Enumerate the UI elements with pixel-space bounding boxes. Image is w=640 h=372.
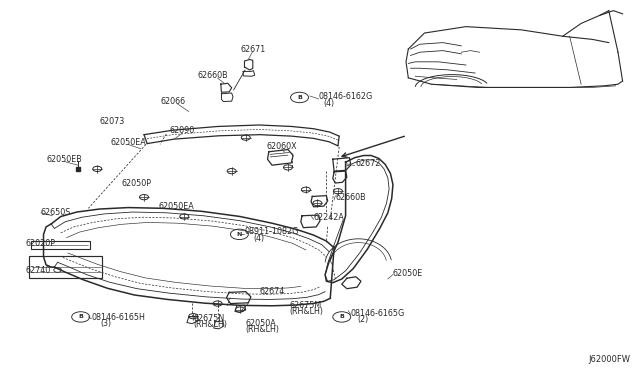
Text: (RH&LH): (RH&LH) <box>289 307 323 316</box>
Text: 62672: 62672 <box>355 159 381 168</box>
Text: J62000FW: J62000FW <box>588 355 630 364</box>
Text: (2): (2) <box>357 315 369 324</box>
Text: 62675M: 62675M <box>289 301 321 310</box>
Text: (RH&LH): (RH&LH) <box>246 325 280 334</box>
Text: 62066: 62066 <box>160 97 186 106</box>
Text: 08146-6165H: 08146-6165H <box>92 313 145 322</box>
Text: N: N <box>237 232 242 237</box>
Text: 62050EB: 62050EB <box>46 155 82 164</box>
Text: B: B <box>297 95 302 100</box>
Text: 62671: 62671 <box>240 45 266 54</box>
Bar <box>31 241 90 249</box>
Text: 62674: 62674 <box>259 287 285 296</box>
Text: 62675N: 62675N <box>193 314 225 323</box>
Text: B: B <box>339 314 344 320</box>
Bar <box>29 256 102 278</box>
Text: (3): (3) <box>100 319 111 328</box>
Text: 62660B: 62660B <box>335 193 366 202</box>
Text: 62242A: 62242A <box>314 213 344 222</box>
Text: 62050E: 62050E <box>393 269 423 278</box>
Text: (4): (4) <box>253 234 264 243</box>
Text: 62050P: 62050P <box>122 179 151 188</box>
Text: 08911-1082G: 08911-1082G <box>244 227 299 236</box>
Text: 62020P: 62020P <box>26 239 56 248</box>
Text: 62050EA: 62050EA <box>159 202 195 211</box>
Text: 08146-6165G: 08146-6165G <box>351 309 405 318</box>
Text: B: B <box>78 314 83 320</box>
Text: 62090: 62090 <box>170 126 195 135</box>
Text: 62060X: 62060X <box>266 142 297 151</box>
Text: 62050EA: 62050EA <box>110 138 146 147</box>
Text: 08146-6162G: 08146-6162G <box>319 92 373 101</box>
Text: 62740: 62740 <box>26 266 51 275</box>
Text: 62073: 62073 <box>99 117 125 126</box>
Text: (4): (4) <box>324 99 335 108</box>
Text: 62660B: 62660B <box>198 71 228 80</box>
Text: 62050A: 62050A <box>246 319 276 328</box>
Text: (RH&LH): (RH&LH) <box>193 320 227 329</box>
Text: 62650S: 62650S <box>41 208 71 217</box>
